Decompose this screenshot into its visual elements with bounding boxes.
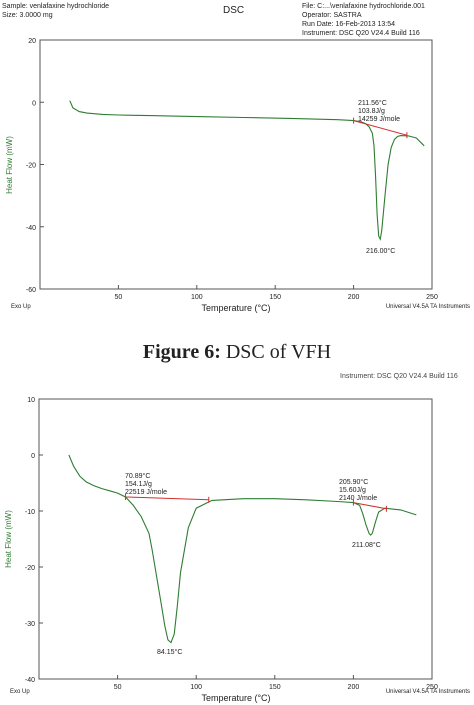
software-label: Universal V4.5A TA Instruments <box>386 689 470 695</box>
sample-label: Sample: venlafaxine hydrochloride <box>2 3 109 10</box>
peak-label: 216.00°C <box>366 247 395 255</box>
x-tick-label: 150 <box>269 684 281 691</box>
heat-flow-curve <box>68 454 417 644</box>
x-tick-label: 100 <box>191 294 203 301</box>
peak2-label: 211.08°C <box>352 541 381 549</box>
x-tick-label: 200 <box>348 294 360 301</box>
y-tick-label: -40 <box>25 677 35 684</box>
figure-caption: Figure 6: DSC of VFH <box>0 341 474 364</box>
y-axis-label: Heat Flow (mW) <box>4 510 13 568</box>
y-tick-label: -40 <box>26 225 36 232</box>
onset1-annotation-molar: 22519 J/mole <box>125 489 167 496</box>
exo-up-label: Exo Up <box>10 689 30 695</box>
plot-frame <box>38 398 433 680</box>
onset2-annotation-enthalpy: 15.60J/g <box>339 487 366 494</box>
onset-annotation-molar: 14259 J/mole <box>358 116 400 123</box>
run-date-label: Run Date: 16-Feb-2013 13:54 <box>302 21 395 28</box>
onset-annotation-enthalpy: 103.8J/g <box>358 108 385 115</box>
y-tick-label: 10 <box>27 397 35 404</box>
x-tick-label: 50 <box>114 684 122 691</box>
y-tick-label: -60 <box>26 287 36 294</box>
chart-title: DSC <box>223 5 244 16</box>
y-tick-label: 0 <box>32 100 36 107</box>
onset2-annotation-molar: 2140 J/mole <box>339 495 377 502</box>
file-label: File: C:...\venlafaxine hydrochloride.00… <box>302 3 425 10</box>
integration-baseline <box>125 496 209 501</box>
exo-up-label: Exo Up <box>11 304 31 310</box>
x-tick-label: 200 <box>348 684 360 691</box>
x-tick-label: 250 <box>426 684 438 691</box>
software-label: Universal V4.5A TA Instruments <box>386 304 470 310</box>
x-tick-label: 50 <box>115 294 123 301</box>
size-label: Size: 3.0000 mg <box>2 12 53 19</box>
caption-text: DSC of VFH <box>220 341 332 363</box>
caption-label: Figure 6: <box>142 341 221 363</box>
integration-baseline <box>353 120 408 136</box>
onset1-annotation-enthalpy: 154.1J/g <box>125 481 152 488</box>
x-tick-label: 250 <box>426 294 438 301</box>
onset1-annotation-temp: 70.89°C <box>125 472 150 480</box>
instrument-label-cut: Instrument: DSC Q20 V24.4 Build 116 <box>340 373 458 380</box>
y-tick-label: -30 <box>25 621 35 628</box>
y-tick-label: 0 <box>31 453 35 460</box>
dsc-chart-second: Instrument: DSC Q20 V24.4 Build 116 100-… <box>4 373 470 703</box>
x-axis-label: Temperature (°C) <box>201 303 270 313</box>
integration-baseline <box>353 502 387 510</box>
y-axis-label: Heat Flow (mW) <box>5 136 14 194</box>
operator-label: Operator: SASTRA <box>302 12 362 19</box>
x-axis-label: Temperature (°C) <box>201 693 270 703</box>
dsc-chart-vfh: Sample: venlafaxine hydrochloride Size: … <box>2 3 470 313</box>
x-tick-label: 150 <box>269 294 281 301</box>
y-tick-label: 20 <box>28 38 36 45</box>
y-tick-label: -20 <box>26 163 36 170</box>
onset-annotation-temp: 211.56°C <box>358 99 387 107</box>
x-tick-label: 100 <box>190 684 202 691</box>
y-tick-label: -20 <box>25 565 35 572</box>
instrument-label: Instrument: DSC Q20 V24.4 Build 116 <box>302 30 420 37</box>
onset2-annotation-temp: 205.90°C <box>339 478 368 486</box>
y-tick-label: -10 <box>25 509 35 516</box>
peak1-label: 84.15°C <box>157 648 182 656</box>
heat-flow-curve <box>69 100 425 241</box>
